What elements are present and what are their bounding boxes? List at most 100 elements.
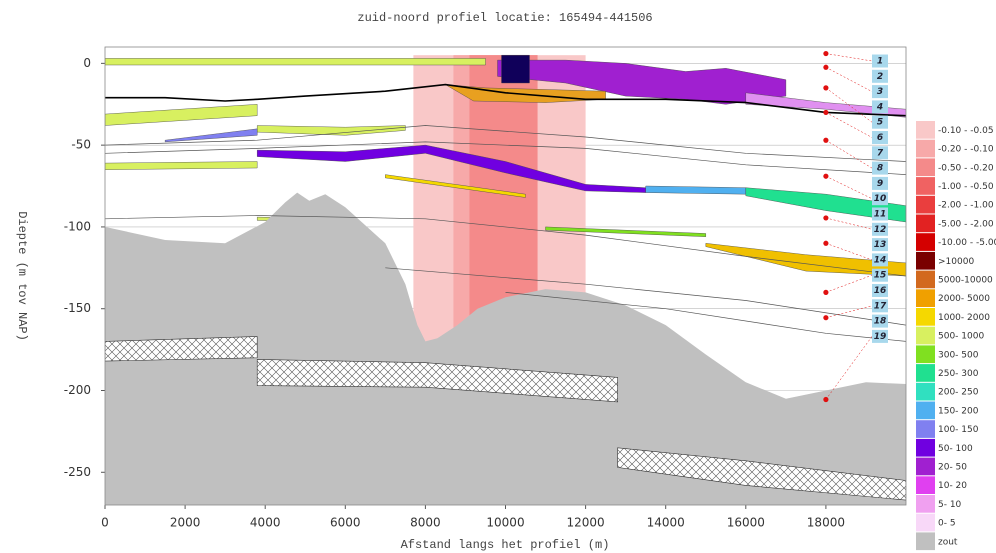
- layer-label-box: [872, 100, 888, 114]
- layer-label-box: [872, 253, 888, 267]
- legend-swatch: [916, 233, 935, 251]
- aquifer-layer: [105, 104, 258, 126]
- legend-label: 0- 5: [938, 519, 956, 529]
- layer-label: 14: [874, 255, 887, 265]
- layer-boundary: [105, 215, 906, 277]
- legend-label: -0.10 - -0.05: [938, 126, 994, 136]
- legend-swatch: [916, 214, 935, 233]
- clay-layer: [105, 336, 258, 362]
- plot-frame: [104, 46, 907, 506]
- aquifer-layer: [164, 128, 258, 143]
- legend-swatch: [916, 139, 935, 158]
- layer-label-box: [872, 54, 888, 68]
- legend-swatch: [916, 158, 935, 177]
- layer-boundary: [105, 125, 906, 162]
- legend-label: 10- 20: [938, 481, 967, 491]
- filter-connector: [825, 112, 873, 138]
- filter-connector: [825, 140, 873, 169]
- filter-connector: [825, 305, 873, 318]
- legend-label: -2.00 - -1.00: [938, 201, 994, 211]
- y-tick-label: 0: [83, 56, 91, 70]
- filter-point: [823, 396, 829, 403]
- legend-label: 300- 500: [938, 350, 979, 360]
- legend-label: 200- 250: [938, 388, 979, 398]
- filter-point: [823, 315, 829, 321]
- legend-swatch: [916, 177, 935, 195]
- aquifer-layer: [645, 185, 746, 195]
- layer-boundary: [105, 141, 906, 175]
- layer-label-box: [872, 146, 888, 160]
- legend-label: 150- 200: [938, 406, 979, 416]
- x-axis-label: Afstand langs het profiel (m): [401, 538, 610, 552]
- y-tick-label: -250: [64, 465, 91, 479]
- layer-label-box: [872, 85, 888, 99]
- legend-label: 1000- 2000: [938, 313, 990, 323]
- legend-swatch: [916, 195, 935, 214]
- legend-swatch: [916, 438, 935, 457]
- y-tick-label: -50: [71, 138, 91, 152]
- layer-label: 12: [874, 225, 887, 235]
- legend-label: 50- 100: [938, 444, 973, 454]
- filter-point: [823, 50, 829, 57]
- chart-title: zuid-noord profiel locatie: 165494-44150…: [357, 11, 652, 25]
- layer-label: 8: [877, 164, 883, 174]
- legend-label: zout: [938, 537, 958, 547]
- layer-label-box: [872, 314, 888, 328]
- aquifer-layer: [705, 243, 906, 277]
- layer-label: 11: [874, 210, 887, 220]
- legend-swatch: [916, 326, 935, 345]
- legend-label: 20- 50: [938, 462, 967, 472]
- clay-layer: [256, 359, 618, 403]
- legend-swatch: [916, 457, 935, 476]
- layer-label-box: [872, 299, 888, 313]
- layer-label-box: [872, 238, 888, 252]
- aquifer-layer: [105, 161, 258, 170]
- layer-boundary: [385, 267, 906, 326]
- x-tick-label: 4000: [250, 516, 281, 530]
- legend-swatch: [916, 270, 935, 289]
- legend-label: -5.00 - -2.00: [938, 219, 994, 229]
- layer-label: 7: [877, 148, 884, 158]
- legend-swatch: [916, 420, 935, 438]
- layer-label-box: [872, 176, 888, 190]
- layer-label: 17: [874, 301, 887, 311]
- layer-label: 6: [877, 133, 883, 143]
- layer-label: 2: [877, 72, 883, 82]
- legend-label: 100- 150: [938, 425, 979, 435]
- layer-label-box: [872, 284, 888, 297]
- layer-label: 13: [874, 240, 887, 250]
- layer-label: 10: [874, 194, 887, 204]
- legend-label: 5000-10000: [938, 275, 993, 285]
- legend-label: -0.20 - -0.10: [938, 145, 994, 155]
- filter-connector: [825, 336, 873, 400]
- filter-point: [823, 215, 829, 221]
- layer-label-box: [872, 69, 888, 83]
- filter-connector: [825, 53, 873, 62]
- legend-label: 2000- 5000: [938, 294, 990, 304]
- x-tick-label: 2000: [170, 516, 201, 530]
- x-tick-label: 14000: [647, 516, 685, 530]
- legend-swatch: [916, 308, 935, 326]
- layer-label: 19: [874, 332, 887, 342]
- layer-label-box: [872, 222, 888, 236]
- aquifer-layer: [745, 187, 906, 223]
- filter-point: [823, 109, 829, 116]
- legend-swatch: [916, 121, 935, 139]
- filter-point: [823, 85, 829, 91]
- layer-label-box: [872, 131, 888, 144]
- plot-area: [105, 55, 906, 505]
- layer-boundary: [505, 292, 906, 342]
- filter-connector: [825, 87, 873, 123]
- x-tick-label: 10000: [486, 516, 524, 530]
- layer-label-box: [872, 207, 888, 221]
- legend-swatch: [916, 345, 935, 364]
- legend-swatch: [916, 251, 935, 270]
- filter-connector: [825, 274, 873, 293]
- x-tick-label: 12000: [567, 516, 605, 530]
- aquifer-layer: [745, 92, 906, 118]
- filter-point: [823, 137, 829, 143]
- aquifer-layer: [497, 59, 787, 105]
- layer-label-box: [872, 192, 888, 206]
- legend-swatch: [916, 401, 935, 420]
- layer-label-box: [872, 329, 888, 343]
